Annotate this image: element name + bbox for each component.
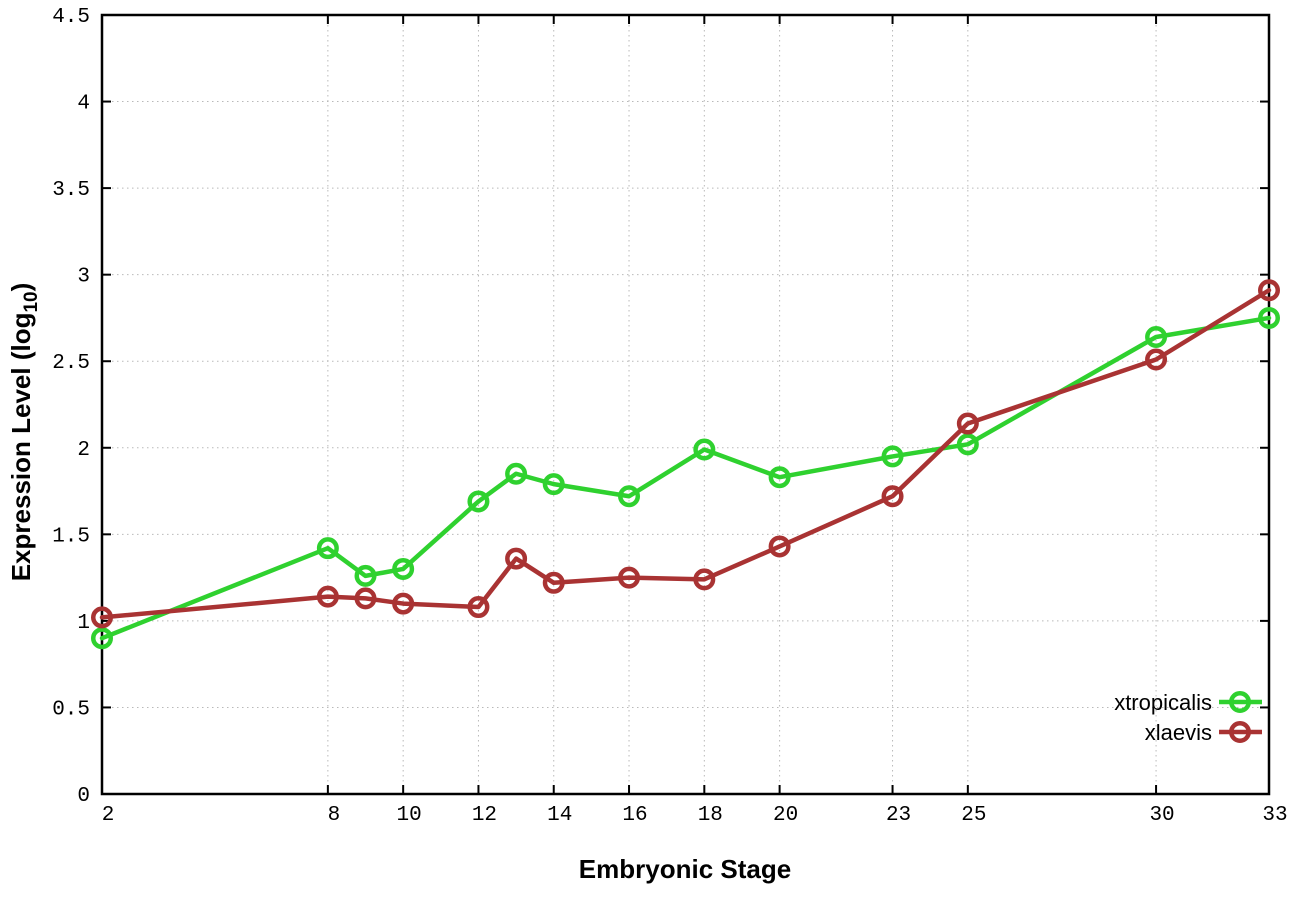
y-tick-label: 3.5 — [52, 179, 90, 202]
series-line-xtropicalis — [99, 315, 1272, 641]
data-point-xtropicalis — [316, 537, 339, 560]
x-tick-label: 33 — [1262, 804, 1287, 827]
data-point-xlaevis — [542, 571, 565, 594]
data-point-xtropicalis — [91, 627, 113, 650]
data-point-xlaevis — [91, 606, 113, 629]
legend-marker-xlaevis-icon — [1229, 721, 1251, 743]
y-tick-label: 0 — [77, 785, 90, 808]
y-tick-label: 1.5 — [52, 525, 90, 548]
x-tick-label: 14 — [547, 804, 572, 827]
x-tick-label: 12 — [472, 804, 497, 827]
grid-layer — [101, 14, 1270, 795]
data-point-xtropicalis — [768, 466, 791, 489]
data-point-xtropicalis — [1145, 325, 1168, 348]
data-point-xlaevis — [693, 568, 716, 591]
data-point-xtropicalis — [881, 445, 904, 468]
data-point-xtropicalis — [467, 490, 490, 513]
x-tick-label: 16 — [622, 804, 647, 827]
data-point-xlaevis — [1145, 348, 1168, 371]
data-point-xtropicalis — [542, 473, 565, 496]
data-point-xtropicalis — [618, 485, 641, 508]
data-point-xlaevis — [354, 587, 377, 610]
y-tick-label: 1 — [77, 612, 90, 635]
data-point-xlaevis — [956, 412, 979, 435]
data-point-xlaevis — [768, 535, 791, 558]
data-point-xtropicalis — [505, 462, 528, 485]
series-layer — [91, 279, 1280, 650]
y-axis-title-close: ) — [6, 283, 36, 292]
data-point-xlaevis — [1258, 279, 1280, 302]
x-tick-label: 30 — [1149, 804, 1174, 827]
data-point-xtropicalis — [1258, 306, 1280, 329]
legend-marker-xtropicalis-icon — [1229, 691, 1251, 713]
x-tick-label: 23 — [886, 804, 911, 827]
y-tick-label: 3 — [77, 266, 90, 289]
data-point-xtropicalis — [354, 564, 377, 587]
y-axis-title: Expression Level (log10) — [6, 283, 42, 582]
legend-label-xtropicalis: xtropicalis — [1114, 690, 1212, 715]
x-tick-label: 2 — [102, 804, 115, 827]
x-tick-label: 25 — [961, 804, 986, 827]
y-tick-label: 0.5 — [52, 698, 90, 721]
y-axis-title-main: Expression Level (log — [6, 313, 36, 582]
y-tick-label: 2.5 — [52, 352, 90, 375]
legend: xtropicalis xlaevis — [1114, 690, 1262, 745]
y-tick-label: 2 — [77, 439, 90, 462]
plot-border — [100, 13, 1271, 796]
y-tick-label: 4 — [77, 93, 90, 116]
data-point-xlaevis — [467, 596, 490, 619]
data-point-xtropicalis — [956, 433, 979, 456]
x-tick-label: 18 — [698, 804, 723, 827]
data-point-xlaevis — [505, 547, 528, 570]
data-point-xlaevis — [618, 566, 641, 589]
tick-layer: 2 8 10 12 14 16 18 20 23 25 30 33 0 0.5 1 1.5 2 2.5 3 3.5 4 4… — [52, 6, 1287, 827]
data-point-xlaevis — [392, 592, 415, 615]
data-point-xlaevis — [316, 585, 339, 608]
x-tick-label: 20 — [773, 804, 798, 827]
x-tick-label: 10 — [397, 804, 422, 827]
data-point-xlaevis — [881, 485, 904, 508]
series-line-xlaevis — [99, 287, 1272, 620]
data-point-xtropicalis — [392, 557, 415, 580]
x-axis-title: Embryonic Stage — [579, 854, 791, 884]
y-axis-title-subscript: 10 — [21, 291, 42, 312]
y-tick-label: 4.5 — [52, 6, 90, 29]
data-point-xtropicalis — [693, 438, 716, 461]
x-tick-label: 8 — [328, 804, 341, 827]
legend-label-xlaevis: xlaevis — [1145, 720, 1212, 745]
